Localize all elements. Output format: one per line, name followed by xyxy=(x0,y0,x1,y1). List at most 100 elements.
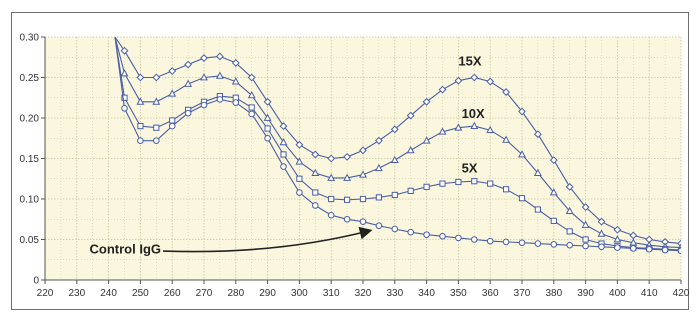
x-tick-label: 410 xyxy=(641,288,658,299)
data-point-15x xyxy=(549,156,558,165)
x-tick-label: 370 xyxy=(514,288,531,299)
data-point-control-igg xyxy=(121,104,128,112)
data-point-15x xyxy=(168,67,177,75)
x-tick-label: 390 xyxy=(577,288,594,299)
data-point-control-igg xyxy=(502,238,510,246)
annotation-arrow xyxy=(162,226,373,253)
data-point-10x xyxy=(231,77,240,85)
data-point-control-igg xyxy=(407,228,415,236)
series-labels: 15X 10X 5X Control IgG xyxy=(90,53,486,256)
data-point-15x xyxy=(136,73,145,82)
data-point-control-igg xyxy=(168,122,176,130)
data-point-control-igg xyxy=(391,225,399,233)
data-point-control-igg xyxy=(248,110,255,118)
data-point-control-igg xyxy=(153,137,160,144)
x-tick-label: 220 xyxy=(37,288,54,299)
data-point-10x xyxy=(486,125,495,134)
x-tick-label: 260 xyxy=(164,288,181,299)
line-chart: 220 230 240 250 260 270 280 290 300 310 320 330 340 3… xyxy=(20,33,690,300)
data-point-15x xyxy=(200,54,208,62)
data-point-5x xyxy=(121,94,128,101)
data-point-15x xyxy=(279,122,288,131)
data-point-10x xyxy=(263,113,272,121)
data-point-control-igg xyxy=(312,202,319,209)
data-point-control-igg xyxy=(359,218,367,225)
data-point-5x xyxy=(566,228,573,235)
data-point-control-igg xyxy=(455,234,462,242)
data-point-15x xyxy=(343,152,352,161)
chart-frame: 220 230 240 250 260 270 280 290 300 310 320 330 340 3… xyxy=(11,12,690,310)
data-point-10x xyxy=(390,155,399,164)
series-label-control-igg: Control IgG xyxy=(90,241,161,256)
data-point-15x xyxy=(454,76,463,85)
data-point-control-igg xyxy=(232,99,240,106)
data-point-10x xyxy=(152,97,161,105)
data-point-15x xyxy=(390,125,399,134)
data-point-15x xyxy=(597,217,606,226)
data-point-15x xyxy=(438,85,447,94)
data-point-15x xyxy=(152,73,161,82)
data-point-control-igg xyxy=(200,101,208,109)
data-point-10x xyxy=(374,163,383,172)
x-tick-label: 350 xyxy=(450,288,467,299)
series-label-5x: 5X xyxy=(462,160,478,175)
data-point-10x xyxy=(327,173,336,181)
data-point-5x xyxy=(312,189,319,196)
data-point-5x xyxy=(264,125,271,132)
data-point-15x xyxy=(374,136,383,145)
data-point-control-igg xyxy=(598,243,605,251)
data-point-15x xyxy=(359,146,367,155)
x-tick-label: 330 xyxy=(386,288,403,299)
data-point-control-igg xyxy=(582,242,589,250)
data-point-control-igg xyxy=(661,246,669,254)
data-point-control-igg xyxy=(471,236,478,243)
data-point-5x xyxy=(344,196,351,203)
data-point-5x xyxy=(455,178,462,186)
data-point-15x xyxy=(565,182,574,191)
series-label-10x: 10X xyxy=(462,106,485,121)
data-point-10x xyxy=(406,146,415,154)
data-point-10x xyxy=(454,123,463,131)
data-point-15x xyxy=(231,59,240,67)
x-tick-label: 240 xyxy=(100,288,117,299)
data-point-control-igg xyxy=(486,237,494,245)
data-point-10x xyxy=(533,168,542,176)
data-point-control-igg xyxy=(137,137,144,144)
data-point-5x xyxy=(423,183,430,190)
data-point-control-igg xyxy=(550,241,558,248)
data-point-10x xyxy=(184,79,193,87)
x-tick-label: 290 xyxy=(259,288,276,299)
y-axis-ticks: 0 0.05 0.10 0.15 0.20 0.25 0.30 xyxy=(20,33,45,287)
x-tick-label: 420 xyxy=(673,288,690,299)
data-point-15x xyxy=(486,77,495,86)
x-tick-label: 360 xyxy=(482,288,499,299)
data-point-5x xyxy=(518,195,526,202)
data-point-10x xyxy=(597,229,606,237)
data-point-10x xyxy=(549,188,558,196)
data-point-10x xyxy=(470,121,479,129)
data-point-5x xyxy=(487,180,494,187)
data-point-control-igg xyxy=(280,163,287,170)
data-point-15x xyxy=(247,73,256,82)
data-point-15x xyxy=(502,88,511,96)
data-point-15x xyxy=(327,154,336,163)
data-point-control-igg xyxy=(343,215,351,223)
y-tick-label: 0.30 xyxy=(20,33,40,44)
x-tick-label: 230 xyxy=(68,288,85,299)
data-point-5x xyxy=(280,151,287,158)
data-point-10x xyxy=(359,170,367,178)
data-point-10x xyxy=(295,157,304,165)
series-10x xyxy=(114,37,681,251)
data-point-15x xyxy=(120,46,129,55)
data-point-control-igg xyxy=(645,245,653,253)
data-point-15x xyxy=(581,203,590,212)
data-point-control-igg xyxy=(327,211,335,219)
data-point-15x xyxy=(184,60,193,69)
y-tick-label: 0.20 xyxy=(20,114,40,125)
data-point-5x xyxy=(248,104,255,111)
data-point-10x xyxy=(422,136,431,144)
data-point-5x xyxy=(296,175,303,182)
y-tick-label: 0.25 xyxy=(20,73,40,84)
data-point-15x xyxy=(311,150,320,159)
data-point-15x xyxy=(422,97,431,106)
